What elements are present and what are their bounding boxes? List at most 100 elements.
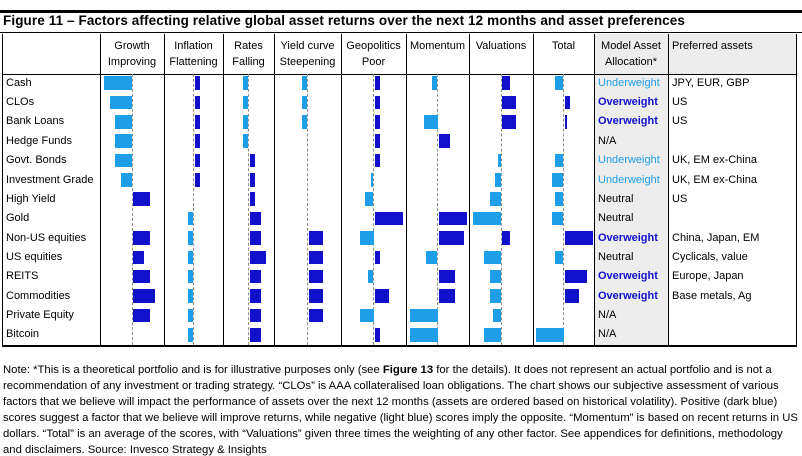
- header-line2: Flattening: [169, 55, 218, 68]
- score-bar: [438, 289, 456, 303]
- score-bar: [502, 115, 516, 129]
- score-bar: [473, 211, 501, 226]
- score-bar: [301, 115, 308, 129]
- score-bar: [133, 289, 156, 303]
- score-bar: [249, 192, 256, 207]
- header-line1: Momentum: [409, 39, 466, 52]
- asset-label: Hedge Funds: [6, 134, 73, 147]
- figure-title: Figure 11 – Factors affecting relative g…: [3, 13, 685, 28]
- score-bar: [555, 153, 564, 168]
- header-line2: Poor: [361, 55, 386, 68]
- asset-label: CLOs: [6, 96, 35, 109]
- score-bar: [502, 95, 516, 110]
- table-vertical-line: [594, 33, 595, 345]
- allocation-value: Underweight: [598, 76, 660, 89]
- table-vertical-line: [274, 33, 275, 345]
- table-vertical-line: [223, 33, 224, 345]
- score-bar: [359, 231, 374, 245]
- table-vertical-line: [406, 33, 407, 345]
- allocation-value: Overweight: [598, 96, 658, 109]
- score-bar: [104, 76, 132, 90]
- score-bar: [492, 308, 501, 323]
- score-bar: [370, 173, 374, 187]
- table-vertical-line: [341, 33, 342, 345]
- header-bottom-line: [2, 73, 797, 75]
- factor-score-table: Growth Improving Inflation Flattening Rate…: [2, 33, 797, 347]
- score-bar: [498, 153, 501, 168]
- score-bar: [187, 327, 194, 342]
- zero-axis-dashed-line: [307, 73, 308, 345]
- score-bar: [187, 269, 194, 284]
- preferred-assets-value: UK, EM ex-China: [672, 173, 757, 186]
- column-header-model-asset-allocation: Model Asset Allocation*: [594, 34, 668, 74]
- score-bar: [308, 231, 323, 245]
- score-bar: [308, 289, 323, 303]
- score-bar: [194, 95, 201, 110]
- score-bar: [409, 327, 438, 342]
- score-bar: [374, 250, 381, 265]
- score-bar: [249, 308, 261, 323]
- table-vertical-line: [796, 33, 797, 345]
- score-bar: [374, 76, 381, 90]
- score-bar: [555, 250, 564, 265]
- header-line1: Total: [551, 39, 576, 52]
- zero-axis-dashed-line: [193, 73, 194, 345]
- score-bar: [242, 115, 249, 129]
- score-bar: [249, 250, 267, 265]
- preferred-assets-value: US: [672, 192, 688, 205]
- score-bar: [249, 269, 261, 284]
- column-header-rates-falling: Rates Falling: [223, 34, 274, 74]
- score-bar: [423, 115, 438, 129]
- score-bar: [484, 327, 501, 342]
- score-bar: [308, 308, 323, 323]
- table-vertical-line: [2, 33, 3, 345]
- score-bar: [564, 269, 587, 284]
- column-header-valuations: Valuations: [469, 34, 533, 74]
- zero-axis-dashed-line: [563, 73, 564, 345]
- header-line1: Yield curve: [280, 39, 335, 52]
- score-bar: [120, 173, 132, 187]
- allocation-value: Overweight: [598, 289, 658, 302]
- asset-label: Non-US equities: [6, 231, 87, 244]
- score-bar: [249, 173, 256, 187]
- header-line1: Rates: [234, 39, 263, 52]
- asset-label: Gold: [6, 212, 30, 225]
- allocation-value: Underweight: [598, 173, 660, 186]
- table-vertical-line: [533, 33, 534, 345]
- score-bar: [564, 95, 571, 110]
- column-header-preferred-assets: Preferred assets: [668, 34, 797, 74]
- top-border-line: [0, 10, 802, 13]
- score-bar: [502, 76, 511, 90]
- score-bar: [374, 153, 381, 168]
- zero-axis-dashed-line: [131, 73, 133, 345]
- score-bar: [365, 192, 374, 207]
- header-line2: Falling: [232, 55, 265, 68]
- score-bar: [374, 289, 389, 303]
- allocation-value: Underweight: [598, 154, 660, 167]
- table-vertical-line: [100, 33, 101, 345]
- score-bar: [115, 115, 132, 129]
- zero-axis-dashed-line: [373, 73, 374, 345]
- header-line1: Growth: [114, 39, 150, 52]
- score-bar: [564, 115, 568, 129]
- score-bar: [431, 76, 438, 90]
- asset-label: Commodities: [6, 289, 71, 302]
- zero-axis-dashed-line: [500, 73, 502, 345]
- score-bar: [249, 153, 256, 168]
- asset-label: Private Equity: [6, 309, 74, 322]
- score-bar: [187, 289, 194, 303]
- column-header-growth-improving: Growth Improving: [100, 34, 164, 74]
- column-header-momentum: Momentum: [406, 34, 469, 74]
- table-vertical-line: [668, 33, 669, 345]
- allocation-value: Overweight: [598, 270, 658, 283]
- score-bar: [249, 211, 261, 226]
- score-bar: [187, 231, 194, 245]
- score-bar: [489, 269, 501, 284]
- score-bar: [115, 153, 132, 168]
- preferred-header-background: [668, 33, 797, 74]
- score-bar: [495, 173, 501, 187]
- score-bar: [242, 95, 249, 110]
- score-bar: [489, 192, 501, 207]
- asset-label: Bitcoin: [6, 328, 40, 341]
- allocation-value: Overweight: [598, 231, 658, 244]
